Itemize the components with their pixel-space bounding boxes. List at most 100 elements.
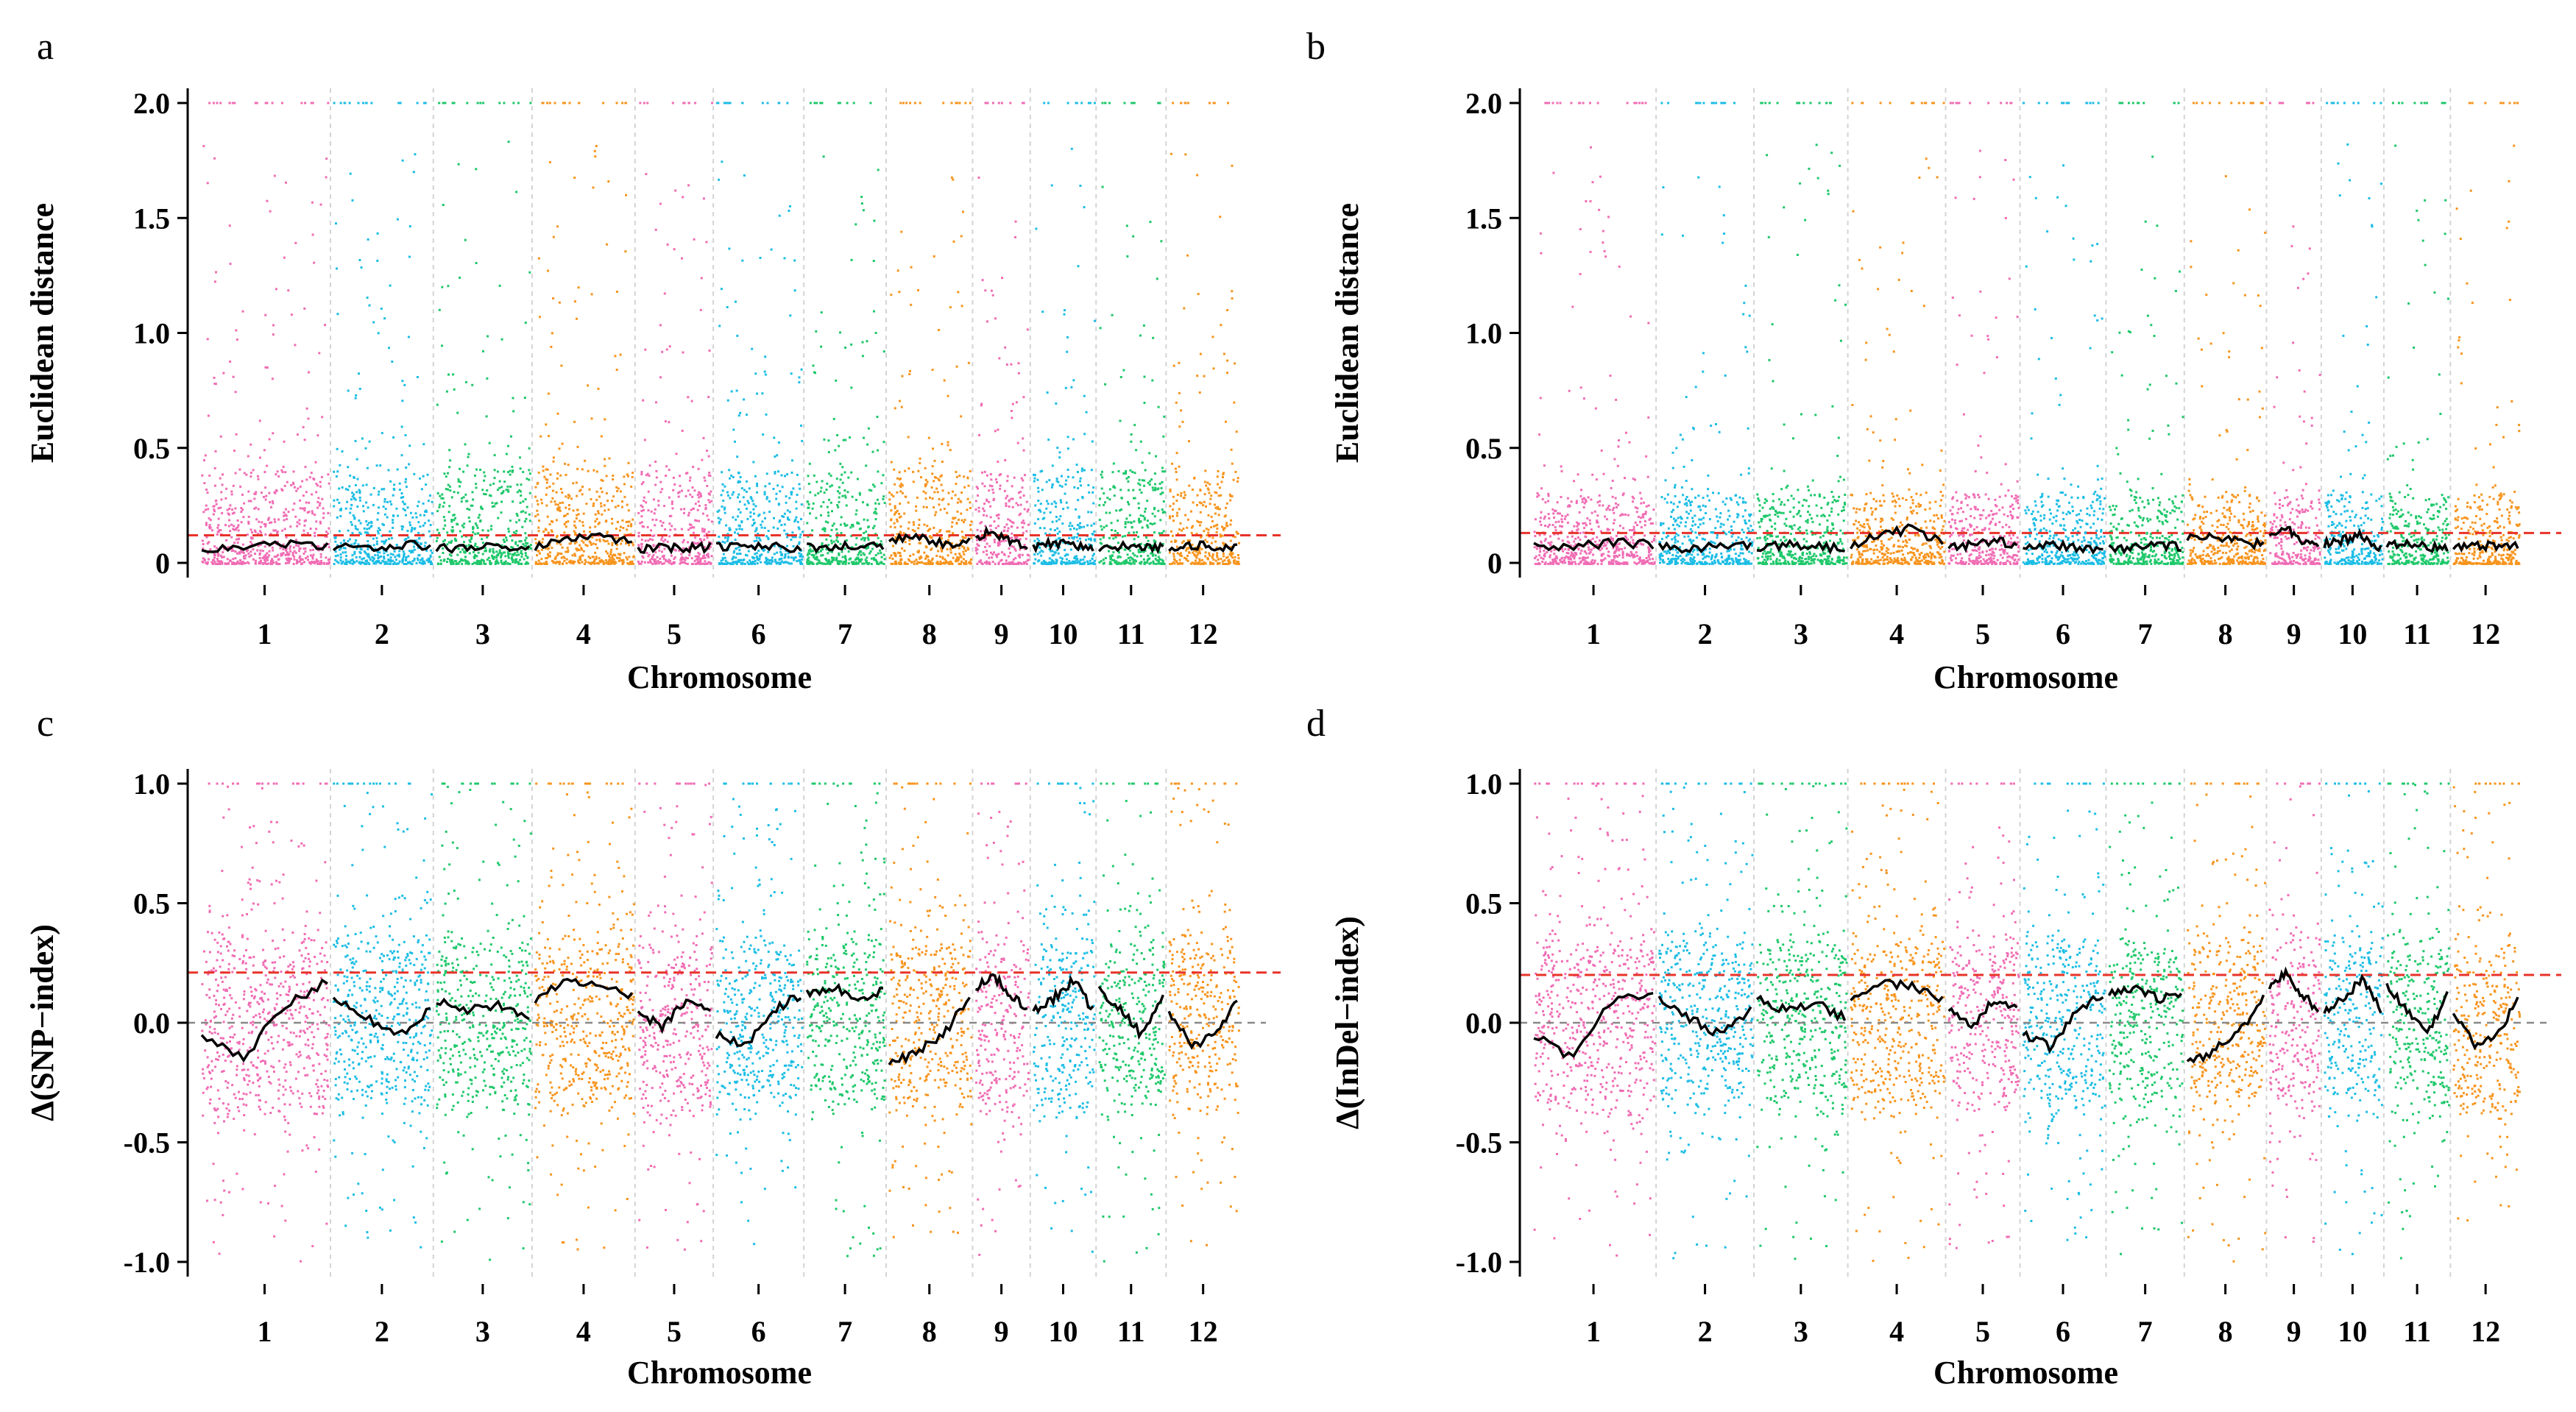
data-point (907, 521, 910, 524)
data-point (1136, 555, 1139, 558)
data-point (976, 548, 979, 551)
data-point (1004, 539, 1007, 542)
data-point (504, 562, 507, 565)
data-point (790, 539, 793, 542)
capped-point (482, 102, 485, 104)
data-point (962, 561, 965, 564)
data-point (1040, 549, 1043, 552)
data-point (285, 562, 287, 564)
data-point (1008, 505, 1011, 508)
data-point (382, 549, 385, 552)
data-point (856, 478, 859, 480)
data-point (832, 558, 835, 561)
outlier-point (955, 365, 958, 368)
outlier-point (558, 447, 561, 450)
data-point (551, 497, 554, 500)
data-point (925, 505, 928, 508)
data-point (726, 537, 729, 540)
data-point (827, 544, 830, 547)
data-point (1009, 537, 1012, 539)
data-point (1197, 548, 1200, 551)
data-point (916, 496, 919, 499)
data-point (946, 561, 949, 564)
data-point (948, 563, 951, 565)
data-point (1193, 563, 1196, 565)
data-point (930, 536, 933, 539)
outlier-point (587, 384, 590, 387)
data-point (1171, 534, 1174, 537)
data-point (626, 528, 629, 531)
data-point (753, 512, 755, 515)
data-point (957, 559, 960, 562)
data-point (860, 553, 863, 556)
data-point (616, 544, 619, 547)
data-point (689, 527, 692, 530)
data-point (319, 520, 322, 523)
data-point (520, 511, 523, 514)
data-point (768, 511, 771, 514)
outlier-point (354, 397, 357, 400)
data-point (1026, 553, 1029, 556)
data-point (738, 549, 741, 552)
data-point (694, 503, 697, 505)
outlier-point (366, 466, 369, 469)
data-point (1169, 490, 1172, 493)
data-point (621, 539, 623, 542)
data-point (338, 548, 341, 551)
data-point (870, 557, 873, 560)
data-point (546, 478, 549, 481)
data-point (503, 551, 506, 554)
data-point (1065, 479, 1068, 482)
outlier-point (325, 157, 328, 160)
data-point (618, 553, 620, 556)
data-point (236, 562, 239, 565)
data-point (989, 505, 992, 508)
outlier-point (938, 329, 940, 331)
data-point (981, 471, 983, 474)
data-point (231, 563, 234, 565)
data-point (560, 556, 563, 559)
data-point (966, 508, 969, 511)
data-point (1154, 540, 1157, 543)
data-point (502, 490, 505, 493)
data-point (841, 556, 844, 558)
outlier-point (645, 173, 648, 175)
outlier-point (907, 467, 910, 470)
outlier-point (777, 470, 780, 473)
data-point (866, 519, 869, 522)
outlier-point (1119, 419, 1122, 422)
outlier-point (510, 435, 512, 438)
outlier-point (607, 180, 610, 183)
data-point (618, 529, 621, 532)
data-point (269, 522, 272, 525)
data-point (981, 482, 984, 485)
data-point (529, 547, 532, 550)
data-point (472, 550, 475, 553)
data-point (1186, 526, 1189, 529)
data-point (545, 561, 548, 564)
outlier-point (305, 407, 308, 410)
data-point (483, 562, 486, 565)
outlier-point (746, 414, 748, 416)
outlier-point (800, 425, 802, 427)
outlier-point (412, 171, 415, 174)
data-point (1115, 509, 1118, 512)
data-point (1089, 537, 1092, 540)
data-point (1034, 504, 1037, 507)
data-point (250, 536, 252, 539)
data-point (615, 561, 618, 564)
data-point (801, 562, 804, 565)
data-point (1043, 517, 1046, 519)
data-point (1022, 519, 1025, 522)
data-point (661, 562, 664, 565)
data-point (1056, 532, 1059, 535)
data-point (1106, 497, 1109, 500)
data-point (491, 556, 494, 559)
data-point (1127, 480, 1130, 483)
data-point (755, 536, 758, 539)
data-point (767, 550, 770, 553)
data-point (1068, 536, 1071, 539)
data-point (342, 539, 345, 542)
data-point (461, 524, 464, 527)
data-point (1139, 489, 1142, 492)
